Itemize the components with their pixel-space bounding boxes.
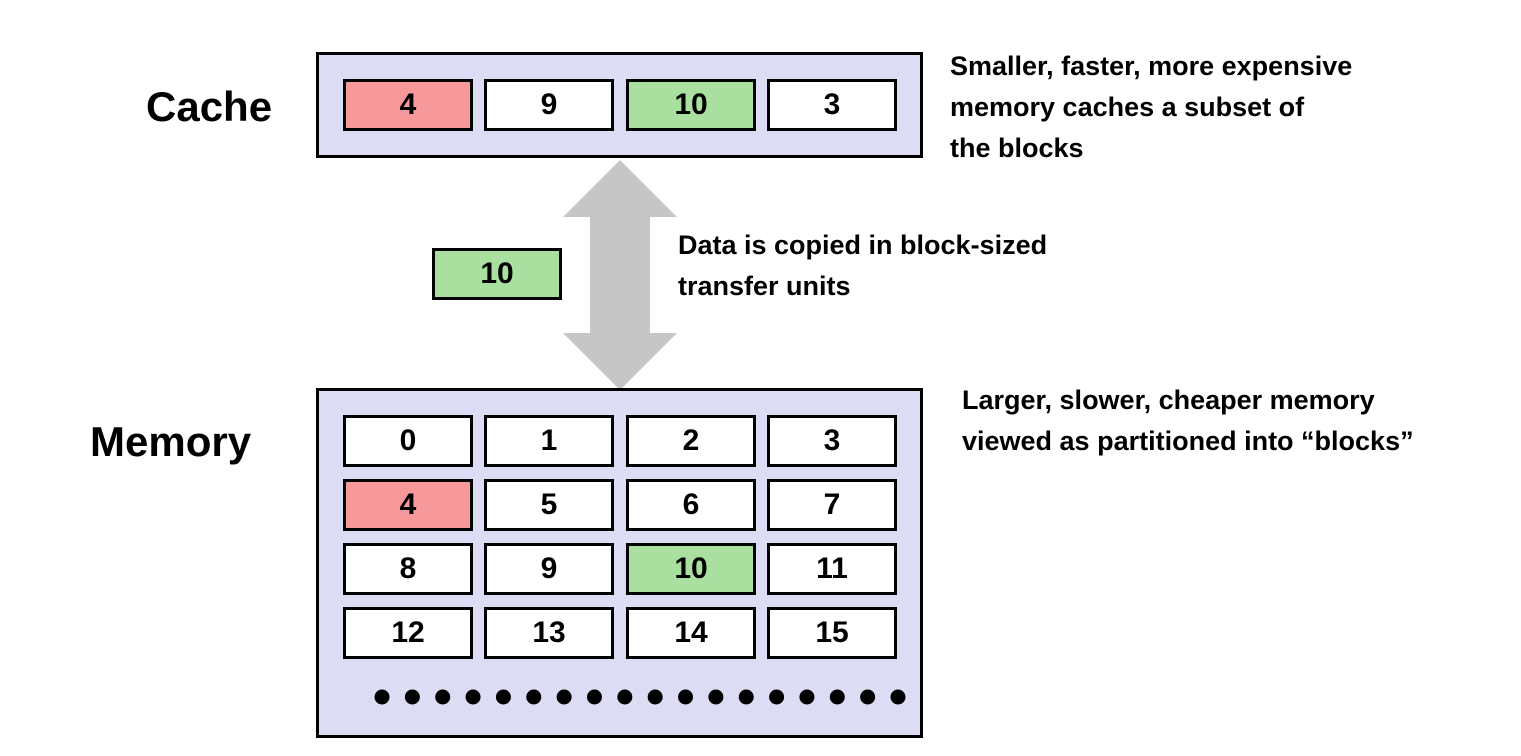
memory-block: 10 (626, 543, 756, 595)
arrow-shape (563, 160, 677, 390)
transfer-block: 10 (432, 248, 562, 300)
memory-block: 8 (343, 543, 473, 595)
memory-block: 0 (343, 415, 473, 467)
memory-panel: 0 1 2 3 4 5 6 7 8 9 10 11 12 13 14 15 (316, 388, 923, 738)
transfer-description: Data is copied in block-sized transfer u… (678, 225, 1047, 307)
ellipsis-dot (495, 689, 511, 705)
memory-note-line: viewed as partitioned into “blocks” (962, 426, 1414, 456)
memory-block: 6 (626, 479, 756, 531)
ellipsis-dot (556, 689, 572, 705)
memory-ellipsis-dots (374, 689, 906, 705)
memory-block: 15 (767, 607, 897, 659)
cache-note-line: the blocks (950, 133, 1084, 163)
ellipsis-dot (526, 689, 542, 705)
ellipsis-dot (435, 689, 451, 705)
ellipsis-dot (829, 689, 845, 705)
cache-block: 10 (626, 79, 756, 131)
ellipsis-dot (708, 689, 724, 705)
ellipsis-dot (678, 689, 694, 705)
cache-panel: 4 9 10 3 (316, 52, 923, 158)
ellipsis-dot (647, 689, 663, 705)
ellipsis-dot (890, 689, 906, 705)
cache-note-line: memory caches a subset of (950, 92, 1305, 122)
cache-description: Smaller, faster, more expensive memory c… (950, 46, 1352, 169)
memory-block: 3 (767, 415, 897, 467)
memory-block: 5 (484, 479, 614, 531)
cache-note-line: Smaller, faster, more expensive (950, 51, 1353, 81)
ellipsis-dot (799, 689, 815, 705)
memory-block: 1 (484, 415, 614, 467)
memory-block: 12 (343, 607, 473, 659)
memory-block: 9 (484, 543, 614, 595)
transfer-note-line: Data is copied in block-sized (678, 230, 1048, 260)
ellipsis-dot (465, 689, 481, 705)
cache-block: 3 (767, 79, 897, 131)
ellipsis-dot (738, 689, 754, 705)
memory-block: 2 (626, 415, 756, 467)
cache-label: Cache (146, 83, 273, 130)
ellipsis-dot (404, 689, 420, 705)
ellipsis-dot (617, 689, 633, 705)
cache-block: 9 (484, 79, 614, 131)
memory-block: 14 (626, 607, 756, 659)
memory-description: Larger, slower, cheaper memory viewed as… (962, 380, 1414, 462)
transfer-note-line: transfer units (678, 271, 851, 301)
cache-block: 4 (343, 79, 473, 131)
memory-block: 7 (767, 479, 897, 531)
ellipsis-dot (769, 689, 785, 705)
memory-block: 11 (767, 543, 897, 595)
memory-label: Memory (90, 418, 252, 465)
ellipsis-dot (860, 689, 876, 705)
memory-block: 13 (484, 607, 614, 659)
memory-block: 4 (343, 479, 473, 531)
memory-note-line: Larger, slower, cheaper memory (962, 385, 1375, 415)
ellipsis-dot (374, 689, 390, 705)
transfer-double-arrow-icon (563, 160, 677, 390)
ellipsis-dot (586, 689, 602, 705)
